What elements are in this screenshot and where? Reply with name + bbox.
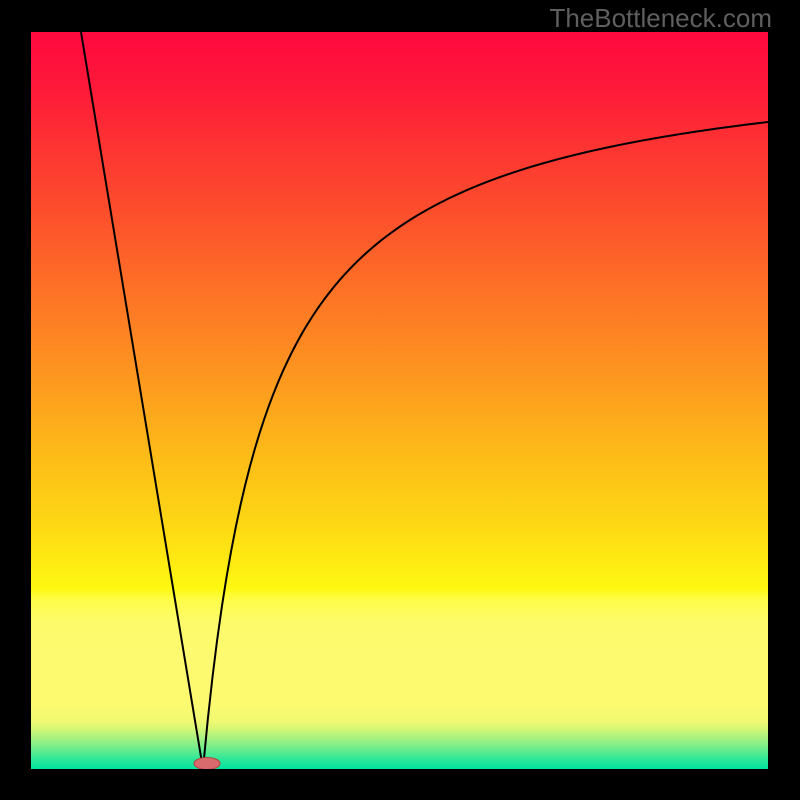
bottleneck-curve (81, 32, 768, 769)
target-marker (194, 758, 220, 770)
chart-overlay-svg (31, 32, 768, 769)
watermark-text: TheBottleneck.com (549, 3, 772, 34)
plot-area (31, 32, 768, 769)
chart-root: TheBottleneck.com (0, 0, 800, 800)
